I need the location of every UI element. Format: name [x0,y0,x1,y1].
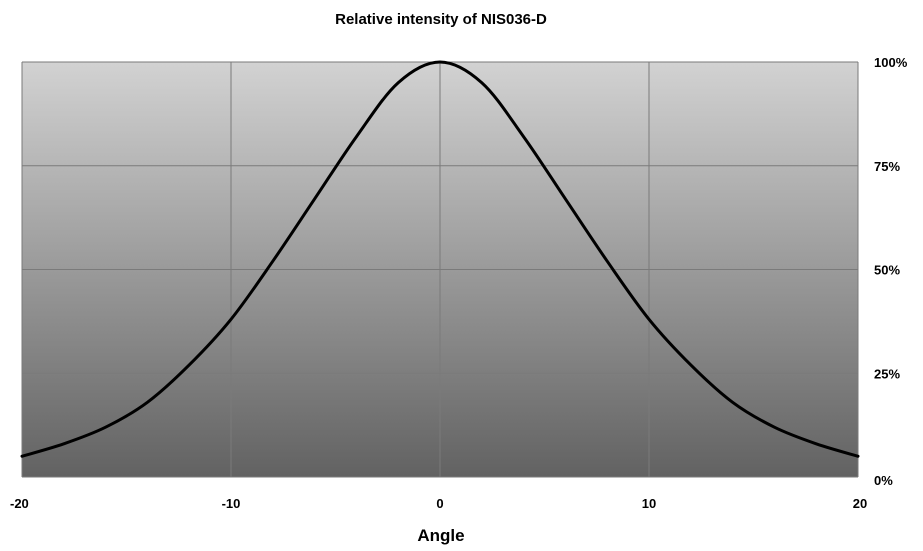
x-tick-label: -20 [10,496,29,511]
y-tick-label: 25% [874,366,900,381]
x-tick-label: 10 [642,496,656,511]
intensity-series-line [20,60,860,458]
x-axis-label: Angle [417,526,464,545]
x-tick-label: 0 [436,496,443,511]
y-tick-label: 75% [874,159,900,174]
chart-title: Relative intensity of NIS036-D [335,11,547,28]
x-tick-label: 20 [853,496,867,511]
y-tick-label: 50% [874,263,900,278]
x-tick-label: -10 [222,496,241,511]
y-tick-label: 100% [874,55,908,70]
y-tick-label: 0% [874,473,893,488]
series-group [20,60,860,458]
x-axis-ticks: -20 -10 0 10 20 [10,496,867,511]
y-axis-ticks: 0% 25% 50% 75% 100% [874,55,908,488]
